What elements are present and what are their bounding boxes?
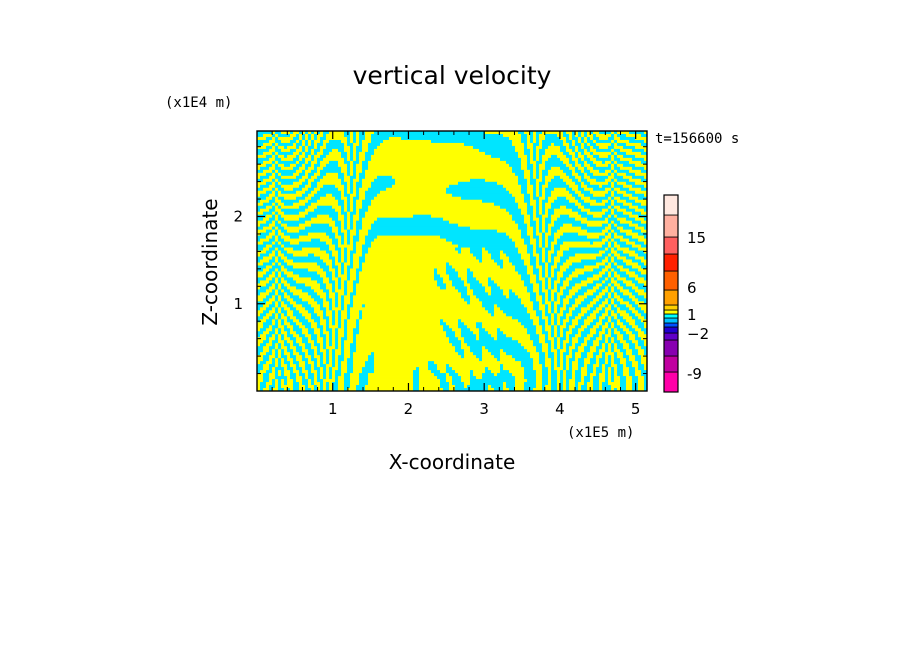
- colorbar-tick-label: 15: [687, 229, 706, 247]
- chart-title: vertical velocity: [353, 61, 552, 90]
- y-unit-label: (x1E4 m): [165, 95, 232, 111]
- colorbar-segment: [663, 332, 679, 341]
- colorbar-segment: [663, 309, 679, 315]
- colorbar-segment: [663, 194, 679, 216]
- colorbar-segment: [663, 371, 679, 393]
- x-axis-title: X-coordinate: [389, 450, 516, 474]
- colorbar-tick-label: −2: [687, 325, 709, 343]
- colorbar-segment: [663, 304, 679, 311]
- colorbar-segment: [663, 289, 679, 306]
- colorbar: -9 −21 6 15: [663, 194, 709, 393]
- colorbar-segment: [663, 313, 679, 319]
- colorbar-segment: [663, 270, 679, 291]
- x-unit-label: (x1E5 m): [567, 425, 634, 441]
- velocity-field: [257, 131, 647, 391]
- y-axis-title: Z-coordinate: [198, 198, 222, 325]
- colorbar-segment: [663, 317, 679, 324]
- x-tick-label: 4: [555, 400, 565, 418]
- colorbar-tick-label: -9: [687, 365, 702, 383]
- y-tick-label: 2: [233, 208, 243, 226]
- colorbar-segment: [663, 355, 679, 373]
- colorbar-frame: [663, 194, 679, 393]
- y-axis: 12: [233, 146, 647, 375]
- x-axis: 1 2 3 4 5: [271, 131, 641, 418]
- colorbar-segment: [663, 322, 679, 328]
- y-tick-label: 1: [233, 295, 243, 313]
- x-tick-label: 2: [404, 400, 414, 418]
- x-tick-label: 1: [328, 400, 338, 418]
- colorbar-segment: [663, 214, 679, 238]
- colorbar-segment: [663, 326, 679, 334]
- x-tick-label: 5: [631, 400, 641, 418]
- colorbar-tick-label: 1: [687, 306, 697, 324]
- colorbar-segment: [663, 253, 679, 272]
- plot-frame: [256, 130, 648, 392]
- time-label: t=156600 s: [655, 131, 739, 147]
- x-tick-label: 3: [479, 400, 489, 418]
- colorbar-segment: [663, 339, 679, 357]
- colorbar-segment: [663, 236, 679, 255]
- colorbar-tick-label: 6: [687, 279, 697, 297]
